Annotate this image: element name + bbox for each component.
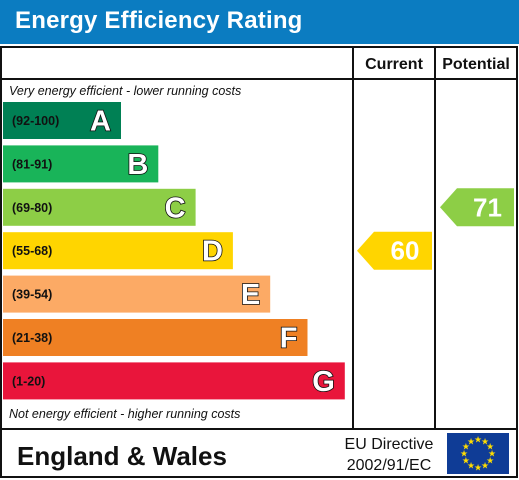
band-bar-f (3, 319, 308, 356)
band-bar-d (3, 232, 233, 270)
eu-star-icon: ★ (467, 437, 475, 447)
current-marker-arrow (357, 231, 432, 270)
band-range-e: (39-54) (12, 288, 52, 302)
band-letter-f: F (280, 323, 298, 355)
eu-star-icon: ★ (488, 450, 496, 460)
current-rating-marker: 60 (357, 231, 432, 270)
chart-frame (0, 46, 518, 478)
eu-flag-icon: ★★★★★★★★★★★★ (447, 433, 509, 474)
band-letter-e: E (241, 279, 260, 311)
eu-star-icon: ★ (462, 443, 470, 453)
chart-title: Energy Efficiency Rating (15, 7, 303, 34)
potential-marker-arrow (440, 188, 514, 227)
directive-line-2: 2002/91/EC (347, 457, 432, 474)
band-g: (1-20) G (3, 362, 345, 400)
band-c: (69-80) C (3, 188, 196, 226)
column-headers: Current Potential (365, 56, 510, 73)
column-header-current: Current (365, 56, 423, 73)
band-range-b: (81-91) (12, 157, 52, 171)
rating-markers: 60 71 (357, 188, 514, 270)
band-range-g: (1-20) (12, 374, 45, 388)
band-b: (81-91) B (3, 145, 159, 183)
band-bar-b (3, 145, 159, 183)
eu-star-icon: ★ (486, 457, 494, 467)
efficiency-notes: Very energy efficient - lower running co… (9, 84, 241, 421)
current-marker-value: 60 (391, 236, 420, 266)
band-d: (55-68) D (3, 232, 233, 270)
potential-rating-marker: 71 (440, 188, 514, 227)
band-bar-e (3, 275, 271, 313)
eu-star-icon: ★ (467, 462, 475, 472)
band-a: (92-100) A (3, 102, 121, 139)
title-bar: Energy Efficiency Rating (0, 0, 519, 44)
band-f: (21-38) F (3, 319, 308, 356)
band-letter-b: B (127, 149, 148, 181)
eu-star-icon: ★ (481, 437, 489, 447)
band-range-a: (92-100) (12, 114, 59, 128)
band-letter-c: C (165, 192, 186, 224)
band-letter-a: A (90, 106, 111, 138)
rating-bands: (92-100) A (81-91) B (69-80) C (55-68) D (39-54)… (3, 102, 345, 400)
footer: England & Wales EU Directive2002/91/EC★★★… (17, 433, 509, 474)
eu-star-icon: ★ (481, 462, 489, 472)
directive-line-1: EU Directive (345, 436, 434, 453)
band-letter-d: D (202, 236, 223, 268)
band-range-d: (55-68) (12, 244, 52, 258)
outer-border (0, 46, 518, 478)
potential-marker-value: 71 (473, 192, 502, 222)
eu-star-icon: ★ (486, 443, 494, 453)
band-range-f: (21-38) (12, 331, 52, 345)
eu-flag-background (447, 433, 509, 474)
eu-star-icon: ★ (474, 436, 482, 446)
region-label: England & Wales (17, 441, 227, 471)
band-letter-g: G (312, 366, 335, 398)
column-header-potential: Potential (442, 56, 510, 73)
bottom-note: Not energy efficient - higher running co… (9, 407, 240, 421)
band-bar-c (3, 188, 196, 226)
eu-star-icon: ★ (460, 450, 468, 460)
band-range-c: (69-80) (12, 201, 52, 215)
eu-star-icon: ★ (462, 457, 470, 467)
eu-star-icon: ★ (474, 464, 482, 474)
top-note: Very energy efficient - lower running co… (9, 84, 241, 98)
band-e: (39-54) E (3, 275, 271, 313)
band-bar-g (3, 362, 345, 400)
band-bar-a (3, 102, 121, 139)
